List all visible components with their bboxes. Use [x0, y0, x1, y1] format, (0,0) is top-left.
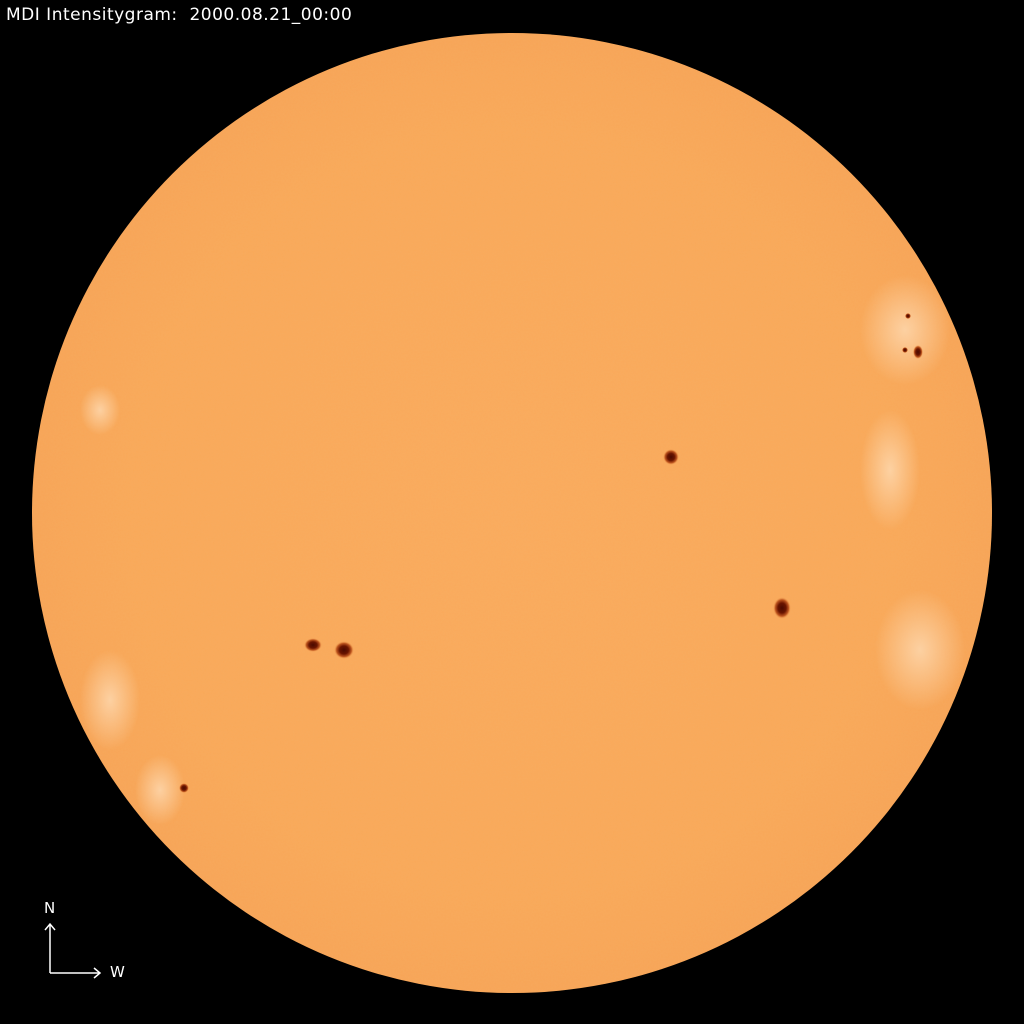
- north-arrow-icon: [44, 922, 56, 973]
- sunspot: [304, 638, 322, 652]
- timestamp: 2000.08.21_00:00: [189, 5, 353, 25]
- instrument-label: MDI Intensitygram:: [6, 5, 178, 25]
- sunspot: [902, 347, 908, 353]
- west-label: W: [110, 963, 125, 981]
- compass-arrows: [44, 922, 102, 979]
- sunspot: [179, 783, 189, 793]
- north-label: N: [44, 899, 56, 917]
- sunspot: [905, 313, 911, 319]
- granulation-texture: [32, 33, 992, 993]
- sunspot: [663, 449, 679, 465]
- sunspot: [334, 641, 354, 659]
- sunspot: [773, 597, 791, 619]
- west-arrow-icon: [50, 967, 102, 979]
- faculae: [80, 275, 965, 825]
- image-title: MDI Intensitygram: 2000.08.21_00:00: [6, 5, 352, 25]
- sunspots: [179, 313, 923, 793]
- sunspot: [913, 345, 923, 359]
